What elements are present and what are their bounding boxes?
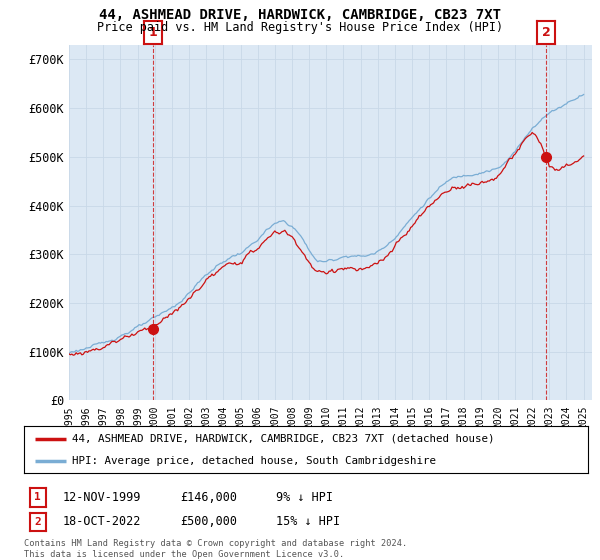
Text: £500,000: £500,000 bbox=[180, 515, 237, 529]
Text: 18-OCT-2022: 18-OCT-2022 bbox=[63, 515, 142, 529]
Text: 44, ASHMEAD DRIVE, HARDWICK, CAMBRIDGE, CB23 7XT (detached house): 44, ASHMEAD DRIVE, HARDWICK, CAMBRIDGE, … bbox=[72, 434, 494, 444]
Text: £146,000: £146,000 bbox=[180, 491, 237, 504]
Text: 15% ↓ HPI: 15% ↓ HPI bbox=[276, 515, 340, 529]
Text: HPI: Average price, detached house, South Cambridgeshire: HPI: Average price, detached house, Sout… bbox=[72, 456, 436, 466]
Text: 2: 2 bbox=[542, 26, 550, 39]
Text: 1: 1 bbox=[148, 26, 157, 39]
Text: 9% ↓ HPI: 9% ↓ HPI bbox=[276, 491, 333, 504]
Text: 2: 2 bbox=[34, 517, 41, 527]
Text: 1: 1 bbox=[34, 492, 41, 502]
Text: 44, ASHMEAD DRIVE, HARDWICK, CAMBRIDGE, CB23 7XT: 44, ASHMEAD DRIVE, HARDWICK, CAMBRIDGE, … bbox=[99, 8, 501, 22]
Text: Contains HM Land Registry data © Crown copyright and database right 2024.
This d: Contains HM Land Registry data © Crown c… bbox=[24, 539, 407, 559]
Text: 12-NOV-1999: 12-NOV-1999 bbox=[63, 491, 142, 504]
Text: Price paid vs. HM Land Registry's House Price Index (HPI): Price paid vs. HM Land Registry's House … bbox=[97, 21, 503, 34]
